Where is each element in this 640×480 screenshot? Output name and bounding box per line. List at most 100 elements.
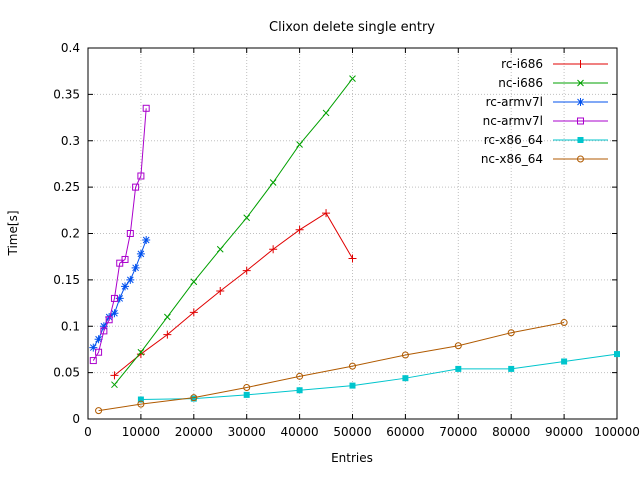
legend-label-rc-armv7l: rc-armv7l	[486, 95, 543, 109]
marker-cross	[216, 245, 224, 253]
legend-label-nc-armv7l: nc-armv7l	[483, 114, 543, 128]
legend-label-rc-i686: rc-i686	[501, 57, 543, 71]
marker-square-filled	[190, 395, 197, 402]
marker-plus	[295, 225, 304, 234]
marker-cross	[163, 313, 171, 321]
legend-label-nc-i686: nc-i686	[498, 76, 543, 90]
series-line-rc-i686	[114, 212, 353, 376]
marker-square-open	[137, 172, 145, 180]
marker-plus	[242, 266, 251, 275]
marker-plus	[189, 308, 198, 317]
x-tick-label: 30000	[228, 425, 266, 439]
marker-asterisk	[576, 98, 585, 106]
marker-square-filled	[614, 351, 620, 358]
marker-square-open	[110, 294, 118, 302]
marker-circle-open	[190, 394, 198, 402]
x-tick-label: 0	[84, 425, 92, 439]
marker-square-filled	[349, 382, 356, 389]
marker-circle-open	[137, 400, 145, 408]
marker-plus	[322, 209, 331, 218]
marker-square-filled	[561, 358, 568, 365]
marker-asterisk	[115, 294, 124, 303]
marker-cross	[243, 214, 251, 222]
marker-plus	[269, 245, 278, 254]
marker-asterisk	[142, 235, 151, 244]
marker-cross	[296, 141, 303, 148]
y-tick-label: 0	[72, 412, 80, 426]
marker-cross	[322, 109, 330, 117]
marker-square-open	[95, 348, 103, 356]
marker-square-filled	[402, 375, 409, 382]
y-tick-label: 0.4	[61, 41, 80, 55]
series-line-nc-x86_64	[98, 322, 565, 412]
series-line-rc-x86_64	[140, 353, 618, 401]
marker-plus	[216, 287, 225, 296]
marker-square-open	[577, 117, 584, 125]
x-axis-label: Entries	[331, 451, 373, 465]
marker-cross	[137, 348, 145, 356]
marker-asterisk	[110, 309, 119, 318]
marker-cross	[190, 278, 198, 286]
plot-area: 0 10000 20000 30000 40000 50000 60000 70000 8000…	[53, 41, 640, 439]
y-tick-label: 0.1	[61, 319, 80, 333]
marker-square-open	[132, 183, 140, 191]
x-tick-label: 20000	[175, 425, 213, 439]
marker-circle-open	[95, 407, 103, 415]
marker-cross	[111, 381, 118, 389]
y-tick-label: 0.3	[61, 134, 80, 148]
marker-square-open	[121, 255, 129, 263]
x-tick-label: 50000	[333, 425, 371, 439]
y-axis-label: Time[s]	[6, 211, 20, 257]
y-tick-label: 0.2	[61, 227, 80, 241]
x-tick-label: 100000	[594, 425, 640, 439]
y-tick-label: 0.05	[53, 366, 80, 380]
legend-label-rc-x86_64: rc-x86_64	[484, 133, 543, 147]
marker-plus	[163, 330, 172, 339]
y-tick-label: 0.25	[53, 180, 80, 194]
marker-asterisk	[121, 282, 130, 291]
marker-square-open	[100, 327, 108, 335]
marker-asterisk	[89, 343, 98, 352]
series-line-nc-armv7l	[92, 108, 147, 361]
marker-cross	[577, 79, 584, 87]
marker-cross	[349, 75, 356, 82]
marker-plus	[348, 254, 357, 263]
x-tick-label: 10000	[122, 425, 160, 439]
chart-title: Clixon delete single entry	[269, 20, 435, 35]
marker-cross	[269, 179, 277, 186]
marker-square-filled	[296, 387, 303, 394]
marker-circle-open	[401, 351, 409, 359]
legend-label-nc-x86_64: nc-x86_64	[481, 152, 543, 166]
marker-asterisk	[126, 275, 135, 284]
marker-circle-open	[296, 372, 304, 380]
marker-plus	[576, 60, 585, 68]
y-tick-label: 0.15	[53, 273, 80, 287]
marker-plus	[110, 371, 119, 380]
marker-circle-open	[577, 155, 584, 163]
marker-square-filled	[243, 391, 250, 398]
marker-circle-open	[349, 362, 356, 370]
marker-square-open	[116, 259, 124, 267]
marker-square-filled	[508, 365, 515, 372]
marker-asterisk	[99, 322, 108, 331]
marker-square-open	[142, 104, 150, 112]
marker-circle-open	[454, 342, 462, 350]
marker-circle-open	[560, 319, 568, 327]
x-tick-label: 60000	[386, 425, 424, 439]
series-line-nc-i686	[114, 78, 353, 385]
marker-square-filled	[137, 396, 144, 403]
x-tick-label: 80000	[492, 425, 530, 439]
x-tick-label: 70000	[439, 425, 477, 439]
marker-square-open	[105, 316, 113, 324]
marker-circle-open	[507, 329, 515, 337]
marker-circle-open	[243, 383, 251, 391]
marker-asterisk	[94, 335, 103, 344]
x-tick-label: 90000	[545, 425, 583, 439]
marker-square-open	[89, 357, 97, 365]
marker-asterisk	[136, 249, 145, 258]
marker-square-filled	[577, 137, 584, 143]
y-tick-label: 0.35	[53, 87, 80, 101]
x-tick-label: 40000	[281, 425, 319, 439]
